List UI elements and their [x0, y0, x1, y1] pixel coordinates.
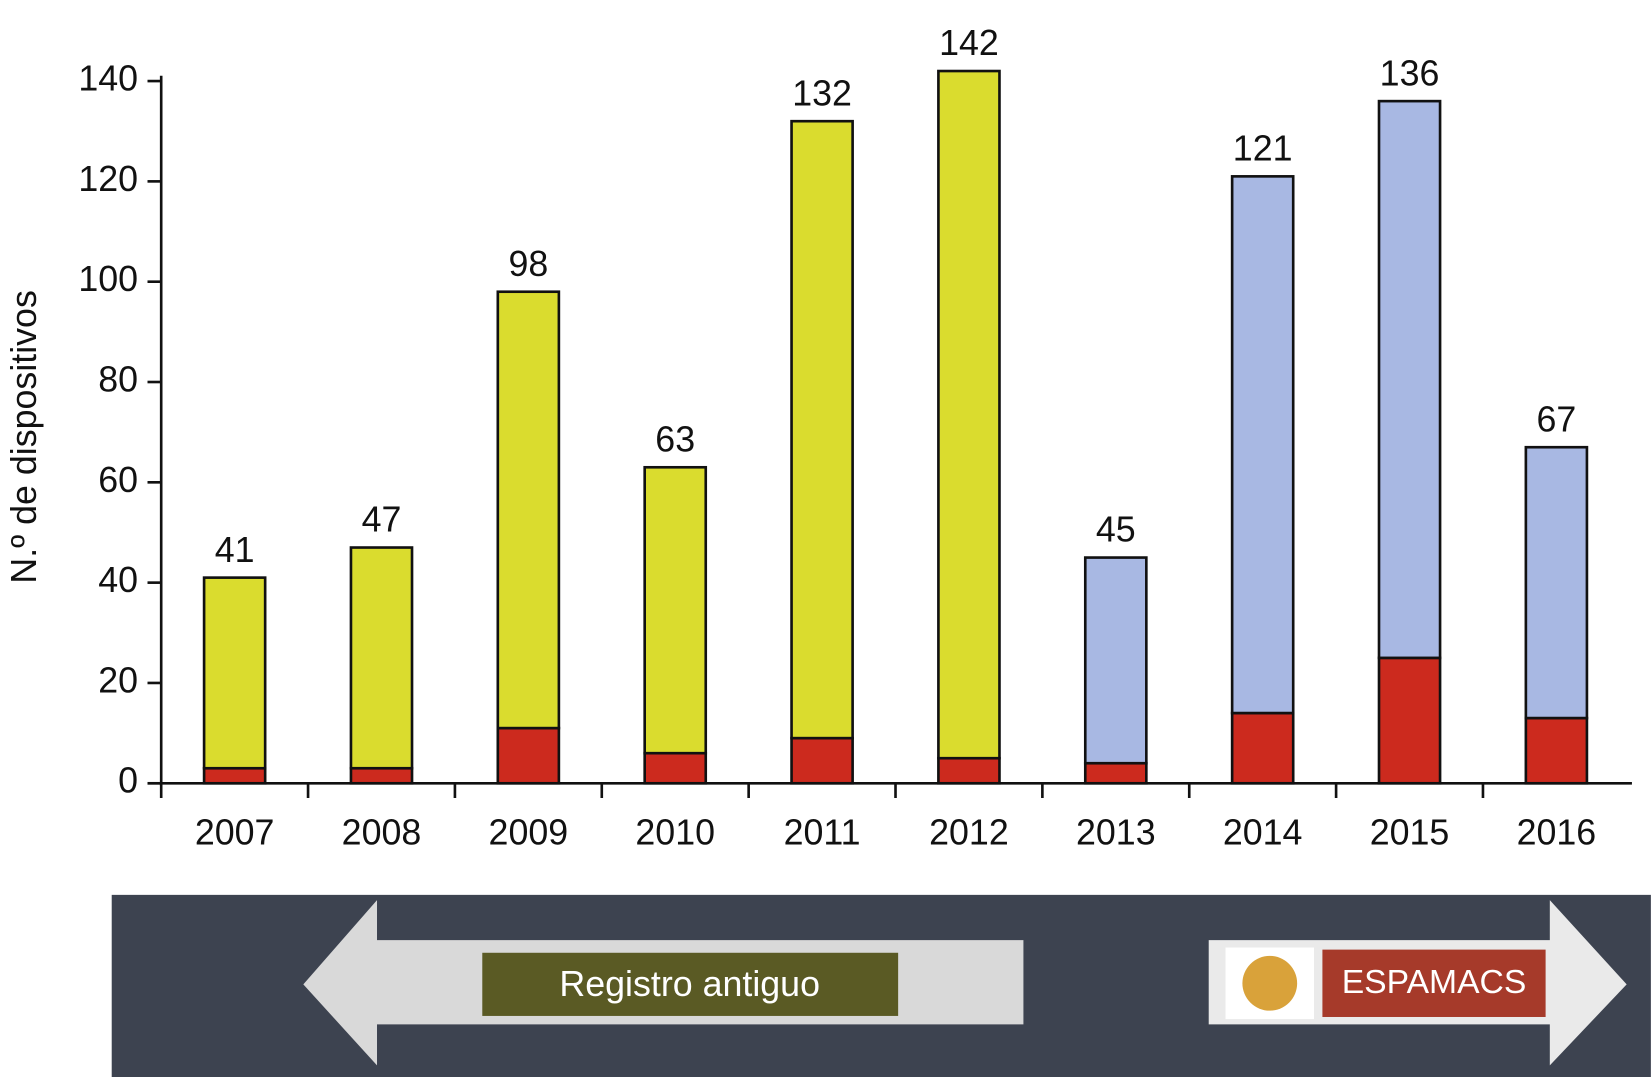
total-label: 121 — [1233, 129, 1293, 169]
old-registry-box — [482, 952, 899, 1016]
total-label: 98 — [508, 244, 548, 284]
old-registry-label: Registro antiguo — [559, 964, 820, 1004]
y-tick-label: 80 — [98, 359, 138, 399]
y-tick-label: 40 — [98, 560, 138, 600]
x-tick-label: 2012 — [929, 812, 1009, 852]
x-tick-label: 2007 — [195, 812, 275, 852]
y-tick-label: 20 — [98, 660, 138, 700]
bar-segment — [349, 766, 414, 785]
bar-segment — [1524, 716, 1589, 785]
y-tick-label: 140 — [78, 59, 138, 99]
bar-segment — [349, 546, 414, 770]
bar-segment — [790, 736, 854, 785]
espamacs-label: ESPAMACS — [1342, 964, 1527, 1001]
x-tick-label: 2008 — [342, 812, 422, 852]
bar-segment — [790, 119, 854, 740]
bar-segment — [937, 69, 1001, 760]
bar-segment — [1524, 445, 1589, 720]
y-tick-label: 60 — [98, 460, 138, 500]
total-label: 63 — [655, 419, 695, 459]
x-tick-label: 2015 — [1370, 812, 1450, 852]
total-label: 142 — [939, 23, 999, 63]
bar-segment — [496, 726, 561, 785]
x-tick-label: 2011 — [784, 812, 861, 852]
y-tick-label: 120 — [78, 159, 138, 199]
y-axis-title: N.º de dispositivos — [4, 290, 44, 583]
bar-segment — [202, 576, 267, 770]
espamacs-box — [1322, 949, 1546, 1017]
total-label: 41 — [215, 530, 255, 570]
y-tick-label: 100 — [78, 259, 138, 299]
bar-segment — [1377, 99, 1442, 660]
total-label: 47 — [362, 500, 402, 540]
bar-segment — [1377, 656, 1442, 785]
banner: Registro antiguo ESPAMACS — [111, 894, 1651, 1077]
bar-segment — [643, 465, 708, 755]
bar-segment — [643, 751, 708, 785]
logo — [1242, 955, 1298, 1011]
x-tick-label: 2010 — [635, 812, 715, 852]
x-tick-label: 2014 — [1223, 812, 1303, 852]
x-tick-label: 2016 — [1517, 812, 1597, 852]
bar-segment — [496, 290, 561, 730]
y-tick-label: 0 — [118, 761, 138, 801]
bar-segment — [1230, 711, 1295, 785]
bar-segment — [202, 766, 267, 785]
bar-segment — [1083, 761, 1148, 785]
total-label: 67 — [1536, 399, 1576, 439]
bar-segment — [1083, 556, 1148, 765]
bar-segment — [1230, 175, 1295, 715]
bar-segment — [937, 756, 1001, 785]
x-tick-label: 2013 — [1076, 812, 1156, 852]
x-tick-label: 2009 — [489, 812, 569, 852]
total-label: 132 — [792, 73, 852, 113]
total-label: 136 — [1380, 53, 1440, 93]
total-label: 45 — [1096, 510, 1136, 550]
